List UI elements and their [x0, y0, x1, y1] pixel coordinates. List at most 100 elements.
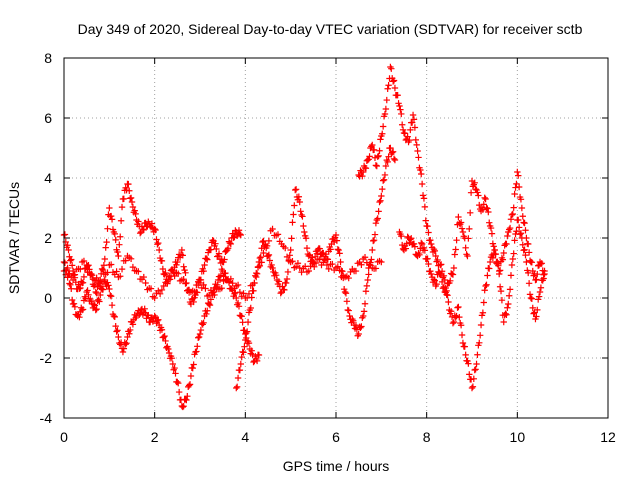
data-point — [364, 276, 371, 284]
data-point — [68, 262, 76, 269]
data-point — [277, 289, 284, 297]
data-point — [172, 370, 179, 377]
data-point — [489, 254, 497, 262]
data-point — [77, 284, 84, 292]
data-point — [240, 290, 247, 297]
data-point — [126, 330, 133, 337]
data-point — [484, 272, 491, 279]
data-point — [107, 292, 114, 299]
data-point — [472, 185, 479, 193]
data-point — [476, 332, 484, 339]
data-point — [461, 343, 468, 350]
data-point — [169, 267, 176, 275]
data-point — [269, 264, 276, 272]
data-point — [416, 251, 423, 258]
data-point — [486, 219, 493, 226]
data-point — [366, 153, 373, 160]
data-point — [168, 354, 176, 362]
data-point — [500, 249, 507, 257]
data-point — [265, 237, 273, 245]
data-point — [282, 279, 290, 287]
y-tick-label: -2 — [40, 350, 53, 366]
data-point — [156, 290, 164, 298]
data-point — [164, 280, 171, 287]
data-point — [413, 141, 420, 149]
data-point — [180, 275, 187, 283]
data-point — [433, 280, 440, 288]
data-point — [358, 323, 365, 330]
x-tick-label: 0 — [60, 429, 68, 445]
data-point — [182, 280, 189, 287]
data-point — [97, 291, 104, 299]
data-point — [203, 255, 210, 262]
data-point — [173, 261, 180, 269]
data-point — [85, 291, 92, 299]
data-point — [483, 204, 490, 212]
data-point — [160, 282, 167, 290]
data-point — [509, 255, 516, 263]
data-point — [517, 230, 525, 237]
data-point — [114, 248, 121, 256]
y-ticks: -4 -2 0 2 4 6 8 — [40, 50, 608, 426]
data-point — [368, 143, 375, 150]
data-point — [485, 208, 492, 216]
data-point — [455, 213, 462, 221]
data-point — [496, 270, 503, 278]
data-point — [242, 336, 249, 344]
data-point — [383, 96, 390, 104]
data-point — [379, 130, 386, 137]
data-point — [151, 294, 158, 302]
data-point — [404, 133, 411, 140]
data-point — [465, 360, 472, 367]
x-tick-label: 2 — [151, 429, 159, 445]
data-point — [387, 144, 394, 152]
data-point — [107, 293, 115, 300]
data-point — [122, 341, 129, 348]
data-point — [369, 141, 376, 149]
data-point — [496, 267, 504, 274]
data-point — [86, 266, 93, 273]
data-point — [394, 92, 401, 99]
data-point — [298, 211, 305, 219]
data-point — [325, 265, 332, 273]
data-point — [355, 330, 362, 338]
data-point — [515, 183, 523, 191]
data-point — [477, 321, 485, 329]
data-point — [363, 282, 371, 290]
data-point — [381, 171, 389, 179]
data-point — [158, 257, 166, 265]
data-point — [114, 327, 121, 334]
data-point — [289, 258, 296, 265]
data-point — [361, 254, 369, 261]
data-point — [224, 245, 232, 252]
data-point — [384, 158, 391, 166]
data-point — [91, 302, 99, 309]
data-point — [510, 204, 517, 211]
data-point — [156, 246, 163, 254]
data-point — [472, 366, 479, 373]
data-point — [341, 288, 349, 296]
data-point — [368, 256, 375, 263]
data-point — [234, 281, 242, 289]
data-point — [253, 270, 261, 278]
data-point — [442, 284, 449, 292]
data-point — [324, 256, 332, 263]
data-point — [161, 332, 168, 340]
data-point — [419, 192, 427, 199]
data-point — [272, 271, 280, 279]
data-point — [93, 274, 100, 282]
data-point — [126, 326, 134, 334]
x-tick-label: 12 — [600, 429, 616, 445]
data-point — [447, 308, 455, 315]
data-point — [221, 256, 228, 263]
data-point — [398, 110, 405, 118]
data-point — [174, 258, 181, 266]
data-point — [80, 257, 88, 265]
data-point — [282, 244, 289, 252]
data-point — [517, 196, 525, 203]
y-tick-label: -4 — [40, 410, 53, 426]
data-point — [279, 283, 286, 290]
data-point — [93, 305, 100, 313]
data-point — [496, 283, 504, 290]
data-point — [180, 263, 187, 270]
